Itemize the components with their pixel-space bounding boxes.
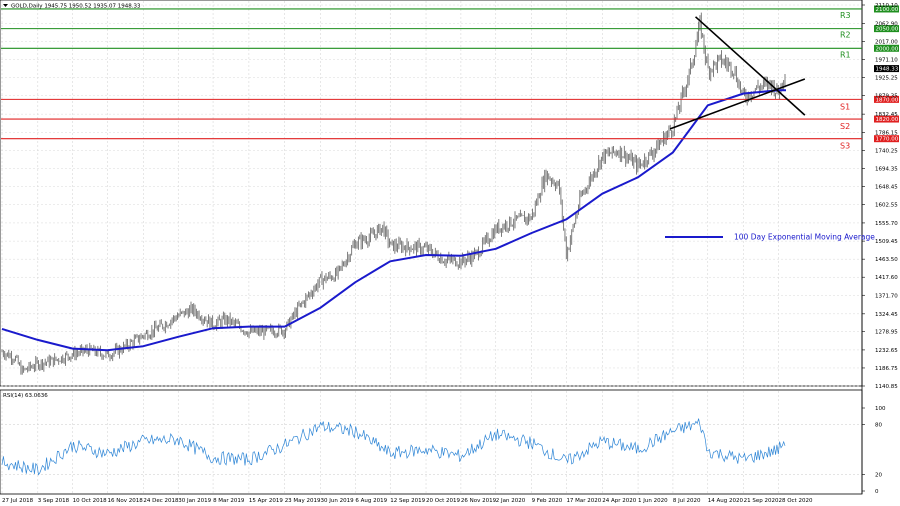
rsi-line — [1, 418, 786, 476]
date-tick-3: 16 Nov 2018 — [108, 498, 144, 504]
price-tick-2: 2017.00 — [875, 40, 898, 46]
date-tick-13: 26 Nov 2019 — [461, 498, 497, 504]
date-tick-2: 10 Oct 2018 — [73, 498, 108, 504]
current-price-box — [874, 65, 899, 73]
rsi-panel-frame — [0, 389, 863, 495]
ema-legend-label: 100 Day Exponential Moving Average — [734, 233, 875, 242]
date-tick-9: 30 Jun 2019 — [321, 498, 355, 504]
grid — [1, 1, 861, 493]
price-tick-15: 1417.60 — [875, 275, 898, 281]
main-panel-frame — [0, 0, 863, 387]
rsi-tick-3: 0 — [875, 489, 879, 495]
date-tick-15: 9 Feb 2020 — [532, 498, 563, 504]
date-tick-8: 23 May 2019 — [285, 498, 321, 504]
price-tick-13: 1509.45 — [875, 239, 898, 245]
price-tick-21: 1140.85 — [875, 384, 898, 390]
level-box-r2 — [874, 25, 899, 33]
date-tick-1: 3 Sep 2018 — [38, 498, 70, 504]
price-tick-14: 1463.50 — [875, 257, 898, 263]
level-label-s1: S1 — [840, 102, 850, 111]
date-tick-14: 2 Jan 2020 — [496, 498, 526, 504]
level-label-r3: R3 — [840, 11, 851, 20]
price-tick-17: 1324.45 — [875, 312, 898, 318]
dropdown-triangle-icon[interactable] — [3, 4, 8, 7]
level-label-r2: R2 — [840, 31, 851, 40]
level-box-text-s2: 1820.00 — [876, 117, 899, 123]
level-box-s3 — [874, 135, 899, 143]
price-tick-6: 1832.45 — [875, 112, 898, 118]
price-tick-11: 1602.55 — [875, 203, 898, 209]
date-tick-20: 14 Aug 2020 — [708, 498, 744, 504]
date-tick-10: 6 Aug 2019 — [355, 498, 387, 504]
level-box-text-r1: 2000.00 — [876, 46, 899, 52]
price-tick-1: 2062.90 — [875, 22, 898, 28]
level-box-text-s3: 1770.00 — [876, 137, 899, 143]
date-tick-11: 12 Sep 2019 — [390, 498, 425, 504]
date-tick-7: 15 Apr 2019 — [249, 498, 284, 504]
date-axis: 27 Jul 2018 3 Sep 2018 10 Oct 2018 16 Nov 2… — [2, 498, 813, 504]
level-box-s2 — [874, 115, 899, 123]
date-tick-21: 21 Sep 2020 — [744, 498, 779, 504]
price-tick-0: 2110.10 — [875, 3, 898, 9]
date-tick-18: 1 Jun 2020 — [638, 498, 668, 504]
date-tick-0: 27 Jul 2018 — [2, 498, 34, 504]
level-box-text-s1: 1870.00 — [876, 97, 899, 103]
ohlc-readout: 1945.75 1950.52 1935.07 1948.33 — [44, 4, 141, 10]
rsi-tick-0: 100 — [875, 406, 886, 412]
date-tick-4: 24 Dec 2018 — [143, 498, 179, 504]
trend-layer — [669, 16, 806, 130]
ema-layer — [1, 89, 786, 352]
level-box-text-r3: 2100.00 — [876, 7, 899, 13]
date-tick-5: 30 Jan 2019 — [178, 498, 211, 504]
price-tick-16: 1371.70 — [875, 293, 898, 299]
price-tick-3: 1971.10 — [875, 58, 898, 64]
level-box-r1 — [874, 44, 899, 52]
date-tick-12: 20 Oct 2019 — [426, 498, 461, 504]
price-tick-5: 1879.35 — [875, 94, 898, 100]
timeframe: Daily — [29, 4, 44, 10]
levels-layer: R3 2100.00 R2 2050.00 R1 2000.00 S1 1870.00 S2 18… — [1, 5, 899, 151]
price-tick-19: 1232.65 — [875, 348, 898, 354]
current-price-text: 1948.33 — [876, 67, 899, 73]
price-tick-4: 1925.25 — [875, 76, 898, 82]
date-tick-17: 24 Apr 2020 — [602, 498, 637, 504]
price-tick-8: 1740.25 — [875, 148, 898, 154]
level-label-s2: S2 — [840, 122, 850, 131]
rsi-layer — [1, 418, 861, 476]
trendline-0 — [695, 16, 806, 116]
level-box-s1 — [874, 95, 899, 103]
level-label-s3: S3 — [840, 142, 850, 151]
level-label-r1: R1 — [840, 50, 851, 59]
chart-header: GOLD,Daily 1945.75 1950.52 1935.07 1948.… — [11, 4, 141, 10]
ema-line — [1, 89, 786, 352]
trendline-1 — [669, 78, 806, 130]
price-axis: 2110.10 2062.90 2017.00 1971.10 1925.25 1879.… — [862, 3, 898, 390]
date-tick-19: 8 Jul 2020 — [673, 498, 701, 504]
price-tick-9: 1694.35 — [875, 166, 898, 172]
price-tick-12: 1555.70 — [875, 221, 898, 227]
date-tick-22: 28 Oct 2020 — [778, 498, 813, 504]
price-tick-7: 1786.15 — [875, 130, 898, 136]
level-box-text-r2: 2050.00 — [876, 27, 899, 33]
price-layer — [1, 12, 786, 375]
date-tick-16: 17 Mar 2020 — [566, 498, 601, 504]
price-tick-18: 1278.95 — [875, 330, 898, 336]
level-box-r3 — [874, 5, 899, 13]
rsi-axis: 100 80 20 0 — [862, 406, 886, 495]
price-tick-20: 1186.75 — [875, 366, 898, 372]
symbol: GOLD — [11, 4, 27, 10]
rsi-tick-2: 20 — [875, 472, 882, 478]
date-tick-6: 8 Mar 2019 — [213, 498, 245, 504]
price-tick-10: 1648.45 — [875, 184, 898, 190]
rsi-header: RSI(14) 63.0636 — [3, 393, 48, 399]
rsi-tick-1: 80 — [875, 423, 882, 429]
